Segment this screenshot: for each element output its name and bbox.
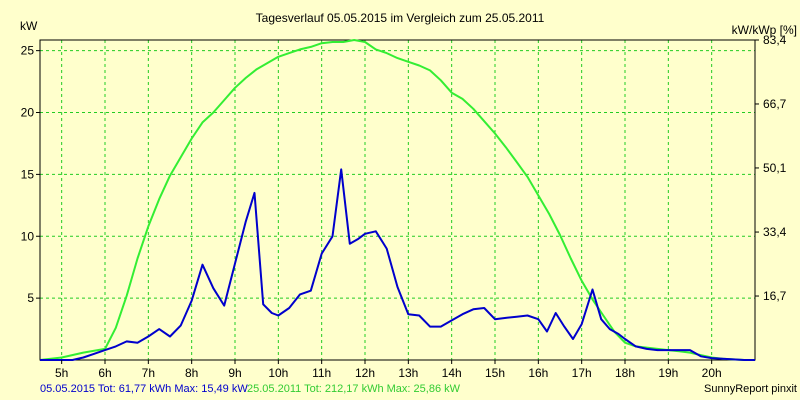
y-axis-right-label: kW/kWp [%]: [732, 23, 797, 37]
y-tick-label-left: 15: [21, 167, 35, 181]
ticks-group: 5h 6h 7h 8h 9h 10h 11h 12h 13h 14h 15h 16h 17h 18h 19h…: [21, 33, 787, 380]
x-tick-label: 8h: [185, 366, 198, 380]
y-tick-label-left: 10: [21, 229, 35, 243]
y-tick-label-right: 16,7: [763, 289, 787, 303]
legend-2011: 25.05.2011 Tot: 212,17 kWh Max: 25,86 kW: [247, 383, 461, 395]
y-tick-label-right: 83,4: [763, 33, 787, 47]
y-tick-label-left: 20: [21, 106, 35, 120]
y-tick-label-right: 33,4: [763, 225, 787, 239]
x-tick-label: 17h: [572, 366, 592, 380]
series-group: [39, 39, 755, 361]
y-tick-label-left: 5: [27, 291, 34, 305]
x-tick-label: 11h: [312, 366, 331, 380]
x-tick-label: 7h: [142, 366, 155, 380]
series-line-2015: [40, 168, 755, 361]
y-tick-label-right: 66,7: [763, 97, 787, 111]
x-tick-label: 6h: [98, 366, 111, 380]
y-tick-label-left: 25: [21, 44, 35, 58]
x-tick-label: 18h: [615, 366, 635, 380]
x-tick-label: 20h: [702, 366, 722, 380]
x-tick-label: 12h: [355, 366, 375, 380]
chart-title: Tagesverlauf 05.05.2015 im Vergleich zum…: [256, 11, 545, 25]
x-tick-label: 9h: [228, 366, 241, 380]
x-tick-label: 15h: [485, 366, 505, 380]
grid-lines: [40, 40, 755, 360]
x-tick-label: 16h: [528, 366, 548, 380]
legend-2015: 05.05.2015 Tot: 61,77 kWh Max: 15,49 kW: [40, 383, 248, 395]
plot-area: [39, 39, 756, 361]
x-tick-label: 13h: [398, 366, 418, 380]
x-tick-label: 19h: [658, 366, 678, 380]
y-tick-label-right: 50,1: [763, 161, 787, 175]
x-tick-label: 5h: [55, 366, 68, 380]
x-tick-label: 14h: [442, 366, 462, 380]
footer-credit: SunnyReport pinxit: [704, 383, 797, 395]
x-tick-label: 10h: [268, 366, 288, 380]
y-axis-left-label: kW: [20, 19, 38, 33]
